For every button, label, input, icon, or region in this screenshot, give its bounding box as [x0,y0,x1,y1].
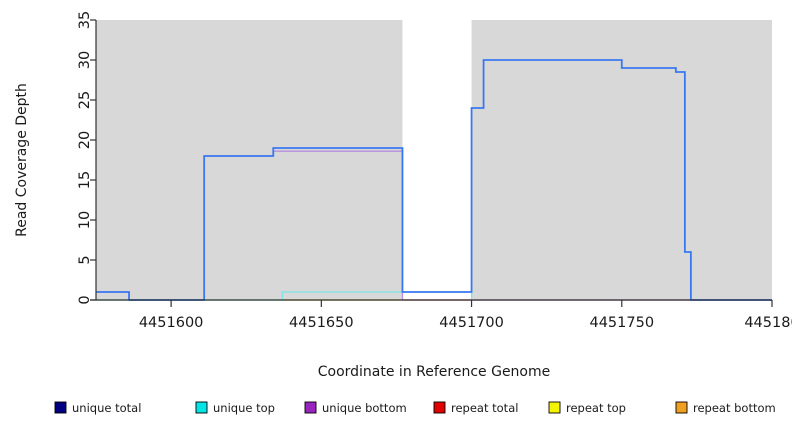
legend-swatch [54,401,67,414]
legend-swatch [195,401,208,414]
chart-legend: unique total unique top unique bottom repea… [54,401,776,415]
legend-swatch [304,401,317,414]
shaded-regions-group [96,20,772,300]
legend-item: repeat total [433,401,518,415]
x-axis-tick-label: 4451600 [139,315,204,331]
legend-label: repeat total [451,401,518,415]
legend-swatch [675,401,688,414]
y-axis-tick-label: 30 [77,51,93,69]
x-axis-tick-label: 445180 [744,315,792,331]
legend-item: repeat bottom [675,401,776,415]
x-axis-tick-label: 4451650 [289,315,354,331]
y-axis-tick-label: 35 [77,11,93,29]
legend-label: unique top [213,401,275,415]
x-axis-tick-label: 4451700 [439,315,504,331]
y-axis-tick-label: 5 [77,255,93,264]
legend-item: repeat top [548,401,626,415]
legend-swatch [548,401,561,414]
y-axis: 0 5 10 15 20 25 30 35 [77,11,97,305]
legend-item: unique top [195,401,275,415]
x-axis: 4451600 4451650 4451700 4451750 445180 [90,299,792,331]
legend-label: unique bottom [322,401,407,415]
legend-label: repeat top [566,401,626,415]
y-axis-tick-label: 25 [77,91,93,109]
y-axis-tick-label: 0 [77,295,93,304]
shaded-region [96,20,403,300]
legend-swatch [433,401,446,414]
legend-label: repeat bottom [693,401,776,415]
y-axis-title: Read Coverage Depth [14,83,30,237]
legend-item: unique total [54,401,141,415]
legend-item: unique bottom [304,401,407,415]
x-axis-title: Coordinate in Reference Genome [318,364,551,380]
legend-label: unique total [72,401,141,415]
series-line-unique-total [96,59,772,301]
y-axis-tick-label: 20 [77,131,93,149]
y-axis-tick-label: 15 [77,171,93,189]
y-axis-tick-label: 10 [77,211,93,229]
x-axis-tick-label: 4451750 [589,315,654,331]
